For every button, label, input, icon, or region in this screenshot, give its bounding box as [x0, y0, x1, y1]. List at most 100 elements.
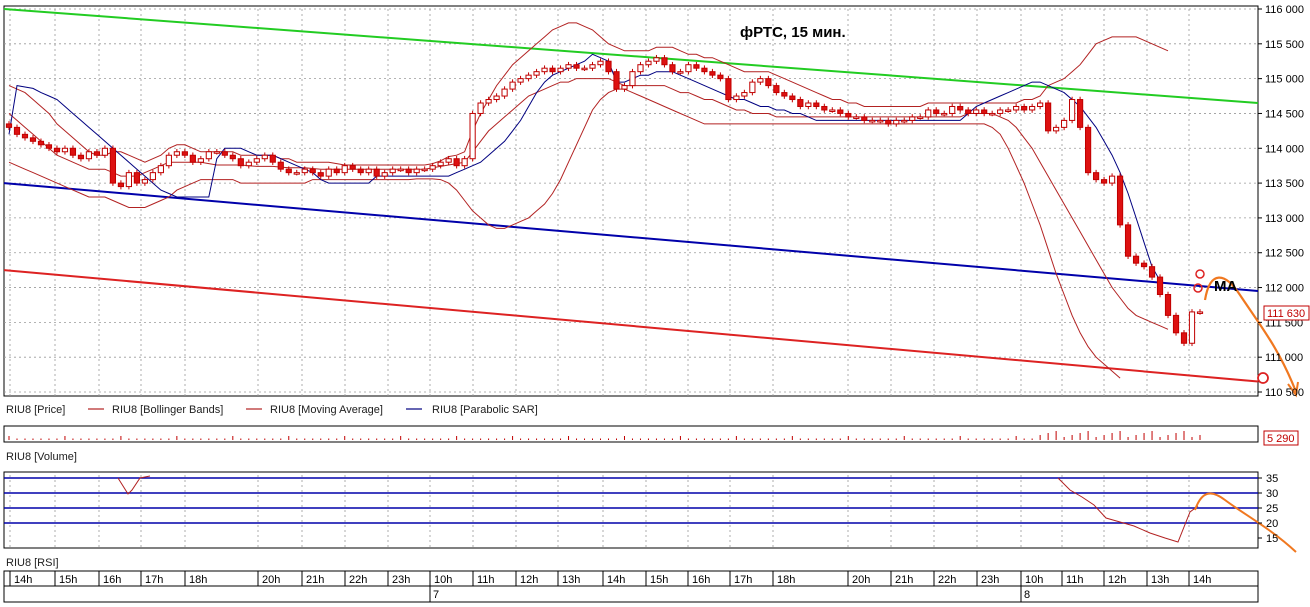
candle-body — [1140, 262, 1148, 268]
candle-body — [277, 161, 284, 170]
time-tick-label: 20h — [852, 574, 870, 586]
candle-body — [933, 109, 940, 114]
candle-body — [205, 151, 212, 160]
candle-body — [1029, 105, 1036, 111]
candle-body — [709, 71, 716, 76]
candle-body — [613, 71, 620, 90]
candle-body — [941, 112, 948, 116]
candle-body — [301, 168, 308, 174]
candle-body — [877, 119, 884, 123]
candle-body — [245, 161, 252, 167]
price-tick-label: 112 000 — [1265, 283, 1304, 295]
candle-body — [229, 154, 236, 160]
time-tick-label: 21h — [895, 574, 913, 586]
candle-body — [581, 67, 588, 71]
candle-body — [453, 158, 460, 167]
candle-body — [1164, 294, 1172, 316]
candle-body — [21, 133, 29, 139]
candle-body — [389, 168, 396, 174]
time-tick-label: 18h — [777, 574, 795, 586]
candle-body — [1077, 99, 1084, 128]
candle-body — [525, 74, 532, 80]
time-tick-label: 21h — [306, 574, 324, 586]
ma-annotation: MA — [1214, 278, 1237, 295]
candle-body — [421, 168, 428, 172]
candle-body — [221, 151, 228, 156]
candle-body — [1037, 102, 1044, 107]
candle-body — [181, 151, 188, 156]
rsi-tick-label: 20 — [1266, 518, 1278, 530]
candle-body — [645, 60, 652, 66]
volume-label: RIU8 [Volume] — [6, 451, 77, 463]
candle-body — [317, 172, 324, 177]
candle-body — [413, 168, 420, 174]
rsi-forecast-curve — [1194, 492, 1297, 553]
candle-body — [549, 67, 556, 73]
candle-body — [693, 64, 700, 69]
time-tick-label: 23h — [392, 574, 410, 586]
candle-body — [405, 168, 412, 174]
candle-body — [965, 109, 972, 114]
rsi-tick-label: 25 — [1266, 503, 1278, 515]
candle-body — [77, 154, 85, 160]
candle-body — [829, 109, 836, 112]
candle-body — [773, 85, 780, 94]
time-tick-label: 18h — [189, 574, 207, 586]
candle-body — [165, 154, 172, 167]
candle-body — [981, 109, 988, 114]
candle-body — [69, 147, 77, 156]
time-tick-label: 12h — [1108, 574, 1126, 586]
candle-body — [269, 154, 276, 163]
time-tick-label: 17h — [145, 574, 163, 586]
rsi-label: RIU8 [RSI] — [6, 557, 59, 569]
marker-circle — [1193, 283, 1203, 293]
price-tick-label: 115 500 — [1265, 39, 1304, 51]
candle-body — [1196, 311, 1204, 314]
price-tick-label: 111 000 — [1265, 352, 1303, 364]
time-tick-label: 10h — [1025, 574, 1043, 586]
candle-body — [589, 64, 596, 69]
forecast-arrowhead — [1287, 381, 1299, 398]
candle-body — [957, 105, 964, 111]
time-tick-label: 22h — [349, 574, 367, 586]
candle-body — [621, 85, 628, 90]
candle-body — [677, 71, 684, 74]
time-tick-label: 11h — [477, 574, 495, 586]
candle-body — [1045, 102, 1052, 132]
axes: 116 000 115 500 115 000 114 500 114 000 113 5… — [9, 4, 1304, 602]
candle-body — [661, 57, 668, 66]
candle-body — [429, 165, 436, 170]
candle-body — [109, 147, 117, 184]
candle-body — [989, 112, 996, 116]
candle-body — [141, 179, 148, 184]
candle-body — [125, 172, 132, 188]
marker-circle — [1257, 372, 1269, 384]
candle-body — [1132, 255, 1140, 264]
bollinger-upper-line — [8, 22, 1169, 166]
price-tick-label: 113 000 — [1265, 213, 1304, 225]
candle-body — [853, 116, 860, 119]
rsi-tick-label: 30 — [1266, 488, 1278, 500]
rsi-tick-label: 35 — [1266, 473, 1278, 485]
price-grid — [4, 8, 1258, 548]
time-tick-label: 14h — [14, 574, 32, 586]
candle-body — [365, 168, 372, 174]
forecast-curve — [1203, 276, 1298, 393]
trend-line-blue — [3, 182, 1259, 293]
candle-body — [157, 165, 164, 174]
volume-panel — [3, 425, 1259, 443]
time-tick-label: 13h — [1151, 574, 1169, 586]
price-tick-label: 113 500 — [1265, 178, 1304, 190]
candle-body — [781, 92, 788, 97]
price-panel — [3, 5, 1259, 397]
candle-body — [821, 105, 828, 111]
candle-body — [629, 71, 636, 87]
candle-body — [45, 144, 53, 149]
legend-price: RIU8 [Price] — [6, 404, 65, 416]
candle-body — [533, 71, 540, 76]
candle-body — [325, 168, 332, 177]
candle-body — [213, 151, 220, 154]
time-tick-label: 14h — [607, 574, 625, 586]
candle-body — [1061, 119, 1068, 128]
